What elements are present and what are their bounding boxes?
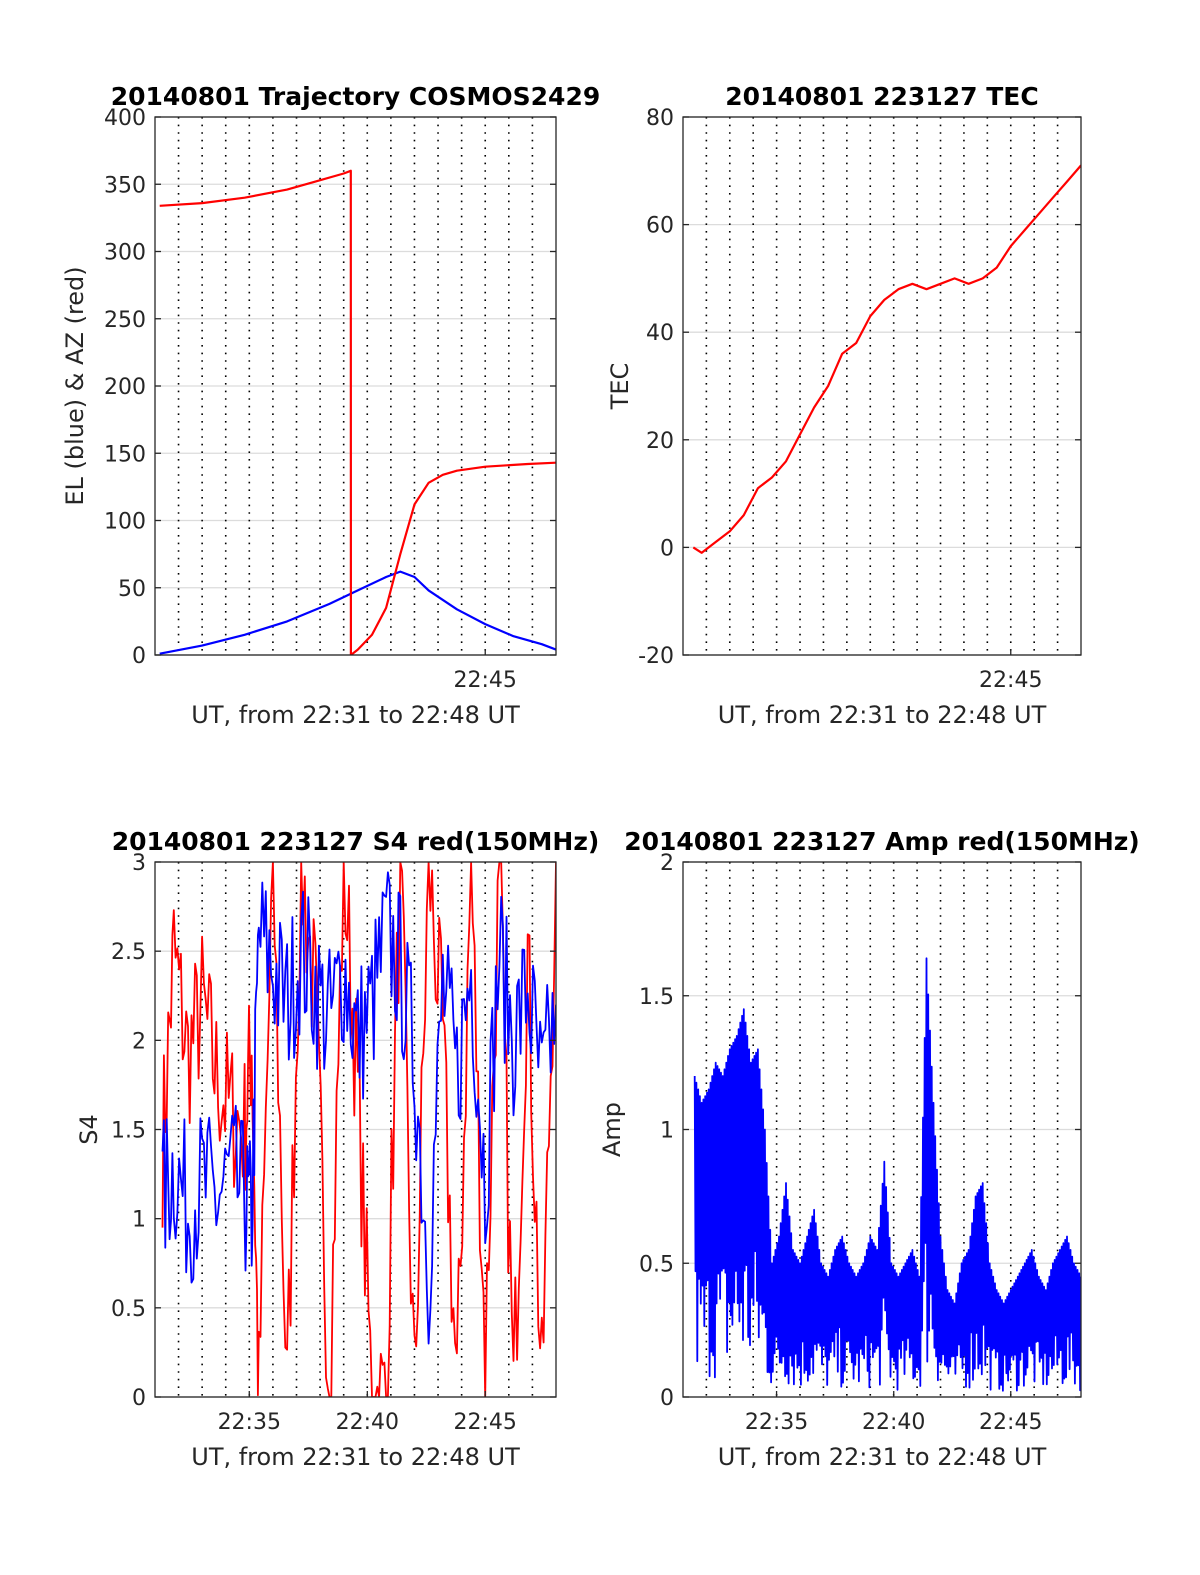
tec-ytick-label: 40 [646, 321, 674, 346]
s4-ytick-label: 0.5 [111, 1297, 146, 1322]
tec-xlabel: UT, from 22:31 to 22:48 UT [718, 701, 1047, 729]
trajectory-ytick-label: 100 [104, 510, 146, 535]
s4-ytick-label: 1 [132, 1208, 146, 1233]
amp-ytick-label: 1 [660, 1119, 674, 1144]
amp-panel: 0 0.5 1 1.5 2 22:35 22:40 22:45 20140801 223127 … [598, 827, 1140, 1471]
amp-ylabel: Amp [598, 1102, 626, 1157]
trajectory-ytick-label: 300 [104, 241, 146, 266]
trajectory-xtick-label: 22:45 [454, 668, 517, 693]
s4-ytick-label: 2.5 [111, 940, 146, 965]
s4-title: 20140801 223127 S4 red(150MHz) [112, 827, 600, 856]
s4-xtick-label: 22:40 [336, 1410, 399, 1435]
amp-xlabel: UT, from 22:31 to 22:48 UT [718, 1443, 1047, 1471]
trajectory-ytick-label: 250 [104, 308, 146, 333]
amp-ytick-label: 0.5 [639, 1252, 674, 1277]
amp-ytick-label: 0 [660, 1386, 674, 1411]
trajectory-ylabel: EL (blue) & AZ (red) [61, 266, 89, 505]
s4-series-blue-line [161, 871, 556, 1345]
trajectory-ytick-label: 350 [104, 173, 146, 198]
s4-ytick-label: 0 [132, 1386, 146, 1411]
amp-xtick-label: 22:40 [862, 1410, 925, 1435]
amp-ytick-label: 1.5 [639, 985, 674, 1010]
trajectory-ytick-label: 400 [104, 106, 146, 131]
tec-ytick-label: 60 [646, 214, 674, 239]
amp-ytick-label: 2 [660, 851, 674, 876]
trajectory-ytick-label: 200 [104, 375, 146, 400]
tec-title: 20140801 223127 TEC [725, 82, 1038, 111]
tec-ytick-label: 0 [660, 536, 674, 561]
trajectory-series-blue-line [159, 570, 556, 655]
trajectory-xlabel: UT, from 22:31 to 22:48 UT [191, 701, 520, 729]
tec-axes-frame [682, 116, 1082, 656]
amp-title: 20140801 223127 Amp red(150MHz) [624, 827, 1140, 856]
tec-ytick-label: 80 [646, 106, 674, 131]
s4-ytick-label: 1.5 [111, 1119, 146, 1144]
s4-xtick-label: 22:45 [454, 1410, 517, 1435]
s4-panel: 0 0.5 1 1.5 2 2.5 3 22:35 22:40 22:45 20140801 223… [75, 827, 599, 1471]
tec-ytick-label: -20 [638, 644, 674, 669]
amp-series-blue-line [693, 957, 1081, 1392]
tec-panel: -20 0 20 40 60 80 22:45 20140801 223127 TEC UT, … [606, 82, 1082, 729]
s4-xtick-label: 22:35 [218, 1410, 281, 1435]
tec-ytick-label: 20 [646, 429, 674, 454]
amp-xtick-label: 22:35 [745, 1410, 808, 1435]
tec-xtick-label: 22:45 [979, 668, 1042, 693]
trajectory-ytick-label: 50 [118, 577, 146, 602]
s4-xlabel: UT, from 22:31 to 22:48 UT [191, 1443, 520, 1471]
amp-xtick-label: 22:45 [979, 1410, 1042, 1435]
s4-ylabel: S4 [75, 1114, 103, 1145]
trajectory-title: 20140801 Trajectory COSMOS2429 [111, 82, 601, 111]
trajectory-ytick-label: 0 [132, 644, 146, 669]
s4-ytick-label: 3 [132, 851, 146, 876]
trajectory-series-red-line [159, 169, 556, 655]
tec-ylabel: TEC [606, 363, 634, 411]
s4-ytick-label: 2 [132, 1029, 146, 1054]
trajectory-ytick-label: 150 [104, 442, 146, 467]
tec-series-red-line [692, 164, 1081, 554]
trajectory-panel: 0 50 100 150 200 250 300 350 400 22:45 20140801 Tr… [61, 82, 600, 729]
